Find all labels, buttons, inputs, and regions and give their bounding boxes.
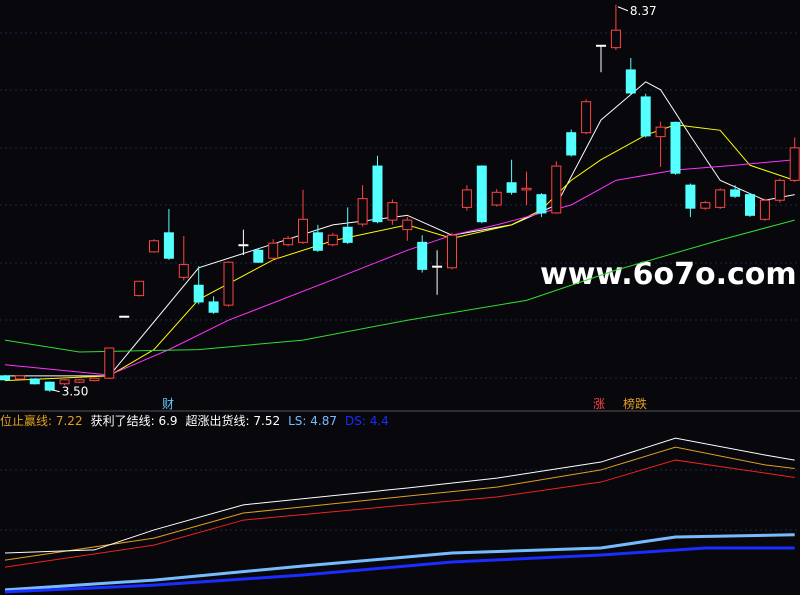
candle-body [685,184,696,209]
candle-body [44,381,55,391]
series-line [4,437,795,554]
candle-body [149,240,159,253]
legend-value: 4.4 [370,414,389,428]
marker: 榜跌 [623,396,647,411]
candle-body [506,182,517,193]
candle-body [119,315,130,318]
max-label: 8.37 [630,4,657,18]
candle-body [178,264,189,278]
candle-body [238,244,249,247]
series-line [4,124,795,382]
max-pointer [617,6,629,12]
candle-body [700,202,711,209]
series-line [4,533,795,592]
candle-body [774,179,785,201]
candle-body [372,165,383,223]
candle-body [268,242,279,259]
marker: 财 [162,397,174,411]
candle-body [298,218,308,243]
candle-body [417,241,428,270]
candle-body [491,191,502,206]
candle-body [759,199,770,220]
legend-name: DS: [345,414,370,428]
candle-body [342,226,353,243]
candle-body [536,194,547,214]
candle-body [551,165,562,214]
candle-body [447,234,457,269]
series-line [4,446,795,561]
series-line [4,459,795,568]
candle-body [312,232,323,251]
candle-body [134,280,145,297]
candle-body [193,284,204,303]
candle-body [0,375,10,381]
candle-body [655,126,666,138]
candle-body [461,189,472,208]
legend-name: 位止赢线: [0,413,56,428]
candle-body [640,96,651,137]
candle-body [327,234,338,246]
candle-body [596,44,606,47]
candle-body [789,147,800,181]
candle-body [104,347,115,379]
candle-body [283,237,294,246]
min-pointer [51,389,60,393]
legend-value: 6.9 [158,414,177,428]
candle-body [402,219,413,231]
legend-value: 7.52 [253,414,280,428]
candle-body [566,132,577,156]
min-label: 3.50 [62,385,89,399]
candle-body [730,189,741,197]
candle-body [89,377,100,382]
candle-body [625,69,636,94]
grid [0,32,800,531]
candle-body [745,194,755,216]
series-line [4,546,795,594]
candle-body [74,379,85,383]
legend-name: 超涨出货线: [186,413,254,428]
legend-name: 获利了结线: [91,414,159,428]
candle-body [670,121,681,174]
candle-body [29,378,40,385]
candle-body [163,232,174,259]
legend-value: 4.87 [310,414,337,428]
candle-body [208,301,219,313]
candle-body [357,198,368,225]
candle-body [432,265,443,268]
series-line [4,219,795,353]
candle-body [223,261,234,306]
watermark: www.6o7o.com [540,257,797,292]
candle-body [581,101,592,134]
candle-body [476,165,487,223]
legend-name: LS: [288,414,310,428]
candle-body [521,187,532,191]
candle-body [387,202,398,221]
marker: 涨 [593,396,605,411]
legend-value: 7.22 [56,414,83,428]
candle-body [14,375,25,380]
candle-body [253,249,264,263]
candle-body [610,29,621,49]
candle-body [715,189,726,208]
candle-body [59,379,70,385]
